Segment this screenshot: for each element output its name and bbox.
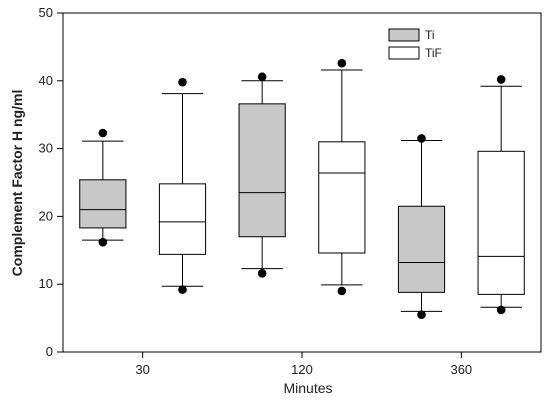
y-tick-label: 20 — [39, 208, 53, 223]
box-body — [158, 183, 207, 255]
outlier-point — [98, 128, 108, 138]
y-tick-label: 40 — [39, 73, 53, 88]
x-tick-label: 120 — [291, 362, 313, 377]
box-body — [318, 141, 366, 254]
outlier-point — [337, 58, 347, 68]
box-body — [477, 150, 525, 295]
y-tick-label: 50 — [39, 5, 53, 20]
x-axis-title: Minutes — [283, 380, 332, 396]
y-tick-label: 30 — [39, 141, 53, 156]
outlier-point — [257, 72, 267, 82]
box-ti-360 — [397, 134, 446, 320]
box-body — [238, 103, 286, 238]
plot-area — [62, 12, 542, 353]
outlier-point — [257, 269, 267, 278]
legend-swatch-tif — [388, 46, 420, 60]
outlier-point — [178, 77, 187, 87]
box-body — [79, 179, 127, 229]
legend-swatch-ti — [388, 28, 420, 42]
box-tif-120 — [318, 58, 366, 296]
outlier-point — [417, 310, 426, 320]
box-body — [397, 205, 446, 293]
box-series — [79, 58, 525, 320]
box-tif-360 — [477, 75, 525, 315]
y-tick-label: 0 — [46, 344, 53, 359]
outlier-point — [98, 237, 108, 247]
y-axis-title: Complement Factor H ng/ml — [9, 90, 25, 277]
box-ti-120 — [238, 72, 286, 278]
legend-label-ti: Ti — [425, 28, 435, 42]
y-tick-label: 10 — [39, 276, 53, 291]
outlier-point — [337, 286, 347, 296]
legend-label-tif: TiF — [425, 46, 442, 60]
outlier-point — [417, 134, 426, 143]
box-tif-30 — [158, 77, 207, 294]
x-axis: 30 120 360 — [135, 352, 472, 377]
y-axis: 0 10 20 30 40 50 — [39, 5, 63, 359]
x-tick-label: 30 — [135, 362, 149, 377]
legend: Ti TiF — [388, 28, 442, 60]
outlier-point — [496, 75, 506, 84]
outlier-point — [178, 285, 187, 294]
x-tick-label: 360 — [450, 362, 472, 377]
box-ti-30 — [79, 128, 127, 247]
outlier-point — [496, 305, 506, 315]
